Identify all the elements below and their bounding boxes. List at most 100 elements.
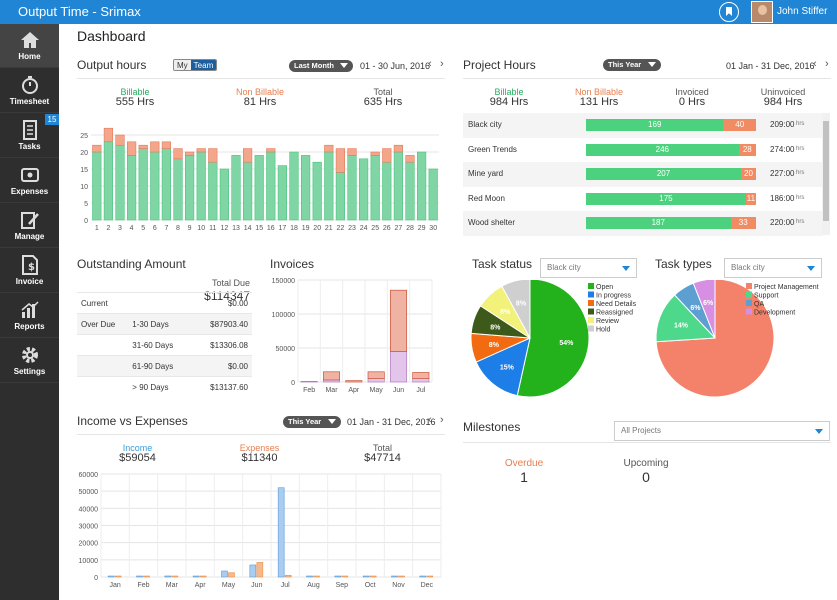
project-total-unit: hrs xyxy=(796,194,805,201)
my-team-toggle[interactable]: My Team xyxy=(173,59,218,71)
bar xyxy=(143,575,150,578)
project-select[interactable]: Black city xyxy=(540,258,637,278)
prev-arrow-icon[interactable]: ‹ xyxy=(428,414,432,426)
project-select[interactable]: Black city xyxy=(724,258,822,278)
prev-arrow-icon[interactable]: ‹ xyxy=(813,58,817,70)
project-row[interactable]: Red Moon 175 11 186:00 hrs xyxy=(463,186,823,212)
outstanding-row: 61-90 Days $0.00 xyxy=(77,355,252,377)
project-name: Black city xyxy=(468,120,502,129)
bar xyxy=(219,168,230,221)
aging-label xyxy=(77,334,133,356)
bar xyxy=(300,380,318,383)
bar xyxy=(114,575,122,578)
bar xyxy=(266,148,276,153)
x-tick-label: Feb xyxy=(303,387,315,394)
project-total: 227:00 xyxy=(770,169,795,178)
sidebar-item-tasks[interactable]: Tasks xyxy=(0,114,59,158)
aging-label: Over Due xyxy=(77,313,133,335)
x-tick-label: 21 xyxy=(325,225,333,232)
project-select[interactable]: All Projects xyxy=(614,421,830,441)
bar xyxy=(126,155,137,221)
pie-slice xyxy=(516,280,590,398)
sidebar-item-invoice[interactable]: $ Invoice xyxy=(0,249,59,293)
bar xyxy=(208,148,218,163)
next-arrow-icon[interactable]: › xyxy=(440,414,444,426)
project-total-unit: hrs xyxy=(796,219,805,225)
sidebar-item-reports[interactable]: Reports xyxy=(0,294,59,338)
billable-value: 555 Hrs xyxy=(115,96,155,108)
bar xyxy=(313,575,320,578)
bar xyxy=(126,141,137,156)
y-tick-label: 25 xyxy=(80,133,88,140)
legend-label: In progress xyxy=(596,293,632,300)
sidebar-item-home[interactable]: Home xyxy=(0,24,59,68)
y-tick-label: 20000 xyxy=(79,541,99,548)
bar xyxy=(389,351,408,383)
project-row[interactable]: Black city 169 40 209:00 hrs xyxy=(463,113,823,138)
bar xyxy=(370,155,380,221)
project-row[interactable]: Mine yard 207 20 227:00 hrs xyxy=(463,162,823,187)
x-tick-label: 6 xyxy=(153,225,157,232)
bar xyxy=(362,575,370,578)
bar xyxy=(426,575,434,578)
user-name[interactable]: John Stiffer xyxy=(777,6,828,17)
aging-range: > 90 Days xyxy=(132,376,192,398)
toggle-my[interactable]: My xyxy=(174,60,191,70)
period-dropdown[interactable]: This Year xyxy=(283,416,341,428)
slice-label: 6% xyxy=(703,300,714,307)
bar xyxy=(428,168,438,221)
x-tick-label: 29 xyxy=(418,225,426,232)
x-tick-label: 22 xyxy=(337,225,345,232)
x-tick-label: 15 xyxy=(255,225,263,232)
x-tick-label: 8 xyxy=(176,225,180,232)
total-due-label: Total Due xyxy=(211,278,250,288)
bar xyxy=(243,148,253,163)
avatar[interactable] xyxy=(751,1,773,23)
amount: $0.00 xyxy=(191,355,252,377)
slice-label: 8% xyxy=(489,342,500,349)
upcoming-count[interactable]: 0 xyxy=(642,469,650,485)
billable-bar: 169 xyxy=(586,119,724,131)
legend-swatch xyxy=(588,300,594,306)
bar xyxy=(107,575,115,578)
bar xyxy=(103,127,114,143)
pie-slice xyxy=(655,294,717,343)
slice-label: 8% xyxy=(516,301,527,308)
x-tick-label: May xyxy=(222,582,236,589)
sidebar-item-settings[interactable]: Settings xyxy=(0,339,59,383)
nonbillable-label: Non Billable xyxy=(574,87,624,97)
x-tick-label: 30 xyxy=(429,225,437,232)
checklist-icon xyxy=(22,120,37,140)
prev-arrow-icon[interactable]: ‹ xyxy=(428,58,432,70)
income-label: Income xyxy=(122,443,153,453)
bar xyxy=(405,161,415,221)
invoices-chart: 0 50000 100000 150000 Feb Mar Apr May Jun Jul xyxy=(272,278,433,394)
x-tick-label: 1 xyxy=(95,225,99,232)
sidebar-item-manage[interactable]: Manage xyxy=(0,204,59,248)
x-tick-label: Jan xyxy=(110,582,121,589)
legend-swatch xyxy=(746,300,752,306)
project-row[interactable]: Green Trends 246 28 274:00 hrs xyxy=(463,137,823,163)
period-dropdown[interactable]: This Year xyxy=(603,59,661,71)
invoice-icon: $ xyxy=(21,255,38,275)
overdue-count[interactable]: 1 xyxy=(520,469,528,485)
nonbillable-bar: 40 xyxy=(723,119,756,131)
outstanding-row: Current $0.00 xyxy=(77,292,252,314)
amount: $87903.40 xyxy=(191,313,252,335)
billable-label: Billable xyxy=(494,87,524,97)
billable-bar: 246 xyxy=(586,143,739,156)
bar xyxy=(284,574,292,578)
aging-label: Current xyxy=(77,292,133,314)
toggle-team[interactable]: Team xyxy=(190,60,217,70)
sidebar-item-expenses[interactable]: Expenses xyxy=(0,159,59,203)
period-dropdown[interactable]: Last Month xyxy=(289,60,353,72)
bar xyxy=(115,144,125,221)
next-arrow-icon[interactable]: › xyxy=(440,58,444,70)
bookmark-icon[interactable] xyxy=(719,2,739,22)
sidebar-item-timesheet[interactable]: Timesheet xyxy=(0,69,59,113)
scrollbar[interactable] xyxy=(822,113,830,235)
top-bar: Output Time - Srimax John Stiffer xyxy=(0,0,837,24)
project-row[interactable]: Wood shelter 187 33 220:00 hrs xyxy=(463,211,823,236)
next-arrow-icon[interactable]: › xyxy=(825,58,829,70)
project-name: Wood shelter xyxy=(468,218,515,227)
